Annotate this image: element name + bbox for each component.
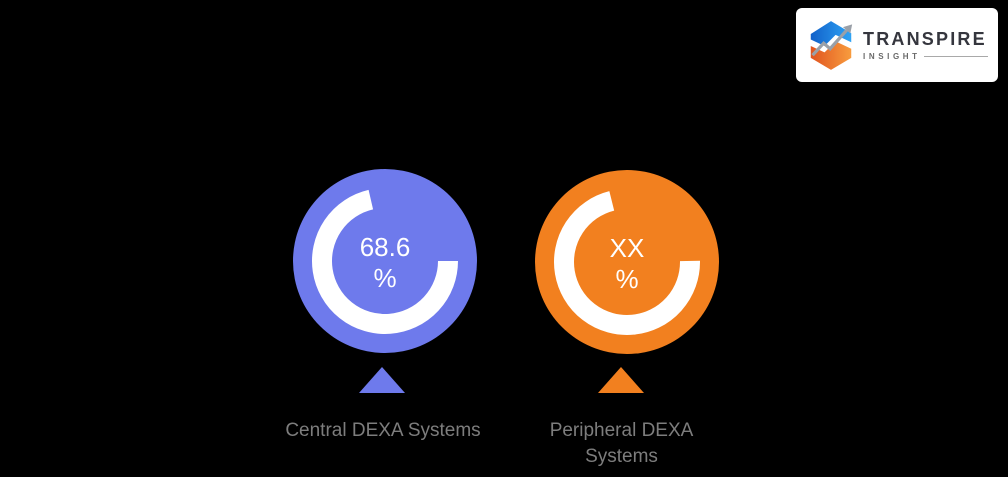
gauge-value-unit: %	[615, 263, 639, 294]
gauge-value-number: XX	[609, 232, 645, 263]
donut-chart-peripheral	[535, 170, 719, 354]
gauge-value-central: 68.6 %	[293, 169, 477, 353]
logo-icon-orange-shape	[810, 40, 852, 70]
label-central-dexa-systems: Central DEXA Systems	[285, 420, 481, 441]
pointer-triangle-central	[359, 367, 405, 393]
logo-tagline-row: INSIGHT	[863, 52, 988, 61]
gauge-ring-arc	[312, 189, 458, 334]
transpire-hexagon-arrow-icon	[810, 20, 853, 70]
logo-brand-text: TRANSPIRE	[863, 28, 987, 49]
logo-icon-blue-shape	[810, 20, 852, 46]
gauge-value-unit: %	[373, 262, 397, 293]
gauge-peripheral-dexa-systems: XX %	[535, 170, 719, 354]
label-peripheral-dexa-systems: Peripheral DEXA Systems	[549, 420, 694, 467]
transpire-insight-logo: TRANSPIRE INSIGHT	[796, 8, 998, 82]
gauge-central-dexa-systems: 68.6 %	[293, 169, 477, 353]
gauge-value-peripheral: XX %	[535, 170, 719, 354]
logo-tagline-text: INSIGHT	[863, 51, 921, 61]
gauge-value-number: 68.6	[359, 231, 411, 262]
logo-text-block: TRANSPIRE INSIGHT	[863, 30, 988, 61]
gauge-ring-arc	[554, 191, 700, 335]
logo-rule-line	[923, 55, 988, 57]
logo-icon-arrow-head	[842, 23, 853, 34]
logo-icon-arrow-line	[811, 28, 848, 56]
pointer-triangle-peripheral	[598, 367, 644, 393]
donut-chart-central	[293, 169, 477, 353]
